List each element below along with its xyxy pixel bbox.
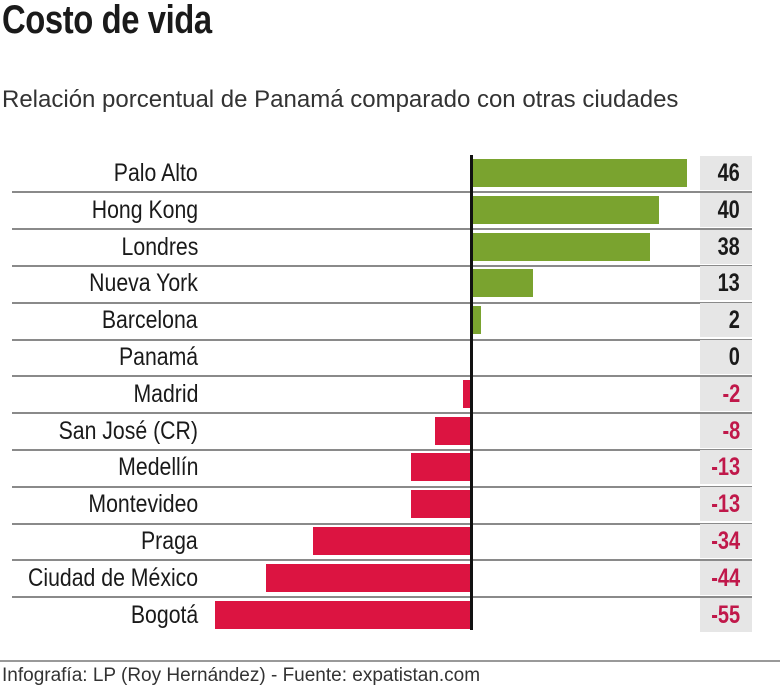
value-label: -13	[711, 490, 740, 519]
row-separator	[12, 449, 752, 451]
bar	[472, 306, 482, 335]
value-box	[700, 192, 752, 227]
category-label: Bogotá	[130, 600, 198, 629]
category-label: San José (CR)	[58, 416, 198, 445]
value-label: 0	[728, 343, 740, 371]
row-separator	[12, 191, 752, 194]
chart-subtitle: Relación porcentual de Panamá comparado …	[2, 86, 679, 113]
category-label: Panamá	[118, 343, 198, 371]
row-separator	[12, 412, 752, 415]
value-box	[700, 487, 752, 522]
row-separator	[12, 559, 752, 562]
value-box	[700, 229, 752, 264]
category-label: Ciudad de México	[27, 563, 198, 592]
value-label: -44	[711, 563, 740, 592]
value-box	[700, 413, 752, 448]
value-box	[700, 560, 752, 595]
category-label: Madrid	[133, 379, 198, 408]
zero-axis-line	[470, 155, 473, 630]
category-label: Hong Kong	[91, 195, 198, 224]
bar	[472, 159, 688, 187]
value-box	[700, 303, 752, 338]
category-label: Praga	[141, 527, 198, 555]
value-label: 2	[728, 306, 740, 335]
bar	[472, 232, 650, 261]
row-separator	[12, 228, 752, 231]
row-separator	[12, 596, 752, 599]
value-label: 38	[717, 232, 740, 261]
category-label: Barcelona	[102, 306, 198, 335]
value-box	[700, 524, 752, 558]
value-label: -2	[722, 379, 740, 408]
value-label: 46	[717, 159, 740, 187]
value-box	[700, 340, 752, 374]
value-box	[700, 450, 752, 485]
bar	[266, 563, 472, 592]
row-separator	[12, 375, 752, 378]
row-separator	[12, 485, 752, 488]
row-separator	[12, 301, 752, 304]
bar	[214, 600, 472, 629]
value-label: -8	[722, 416, 740, 445]
value-box	[700, 597, 752, 632]
value-label: -13	[711, 453, 740, 482]
category-label: Montevideo	[88, 490, 198, 519]
value-label: -55	[711, 600, 740, 629]
value-label: 13	[717, 269, 740, 298]
bar	[411, 453, 472, 482]
chart-title: Costo de vida	[2, 0, 212, 42]
value-box	[700, 156, 752, 190]
bar	[434, 416, 472, 445]
category-label: Nueva York	[89, 269, 198, 298]
bar	[462, 379, 472, 408]
category-label: Medellín	[117, 453, 198, 482]
bar	[472, 195, 660, 224]
value-box	[700, 376, 752, 411]
bar	[411, 490, 472, 519]
row-separator	[12, 522, 752, 525]
footer-divider	[0, 660, 780, 662]
category-label: Londres	[121, 232, 198, 261]
bar	[312, 527, 472, 555]
value-label: 40	[717, 195, 740, 224]
value-box	[700, 266, 752, 301]
bar	[472, 269, 533, 298]
row-separator	[12, 338, 752, 341]
footer-credit: Infografía: LP (Roy Hernández) - Fuente:…	[2, 665, 481, 686]
category-label: Palo Alto	[114, 159, 198, 187]
row-separator	[12, 265, 752, 267]
value-label: -34	[711, 527, 740, 555]
